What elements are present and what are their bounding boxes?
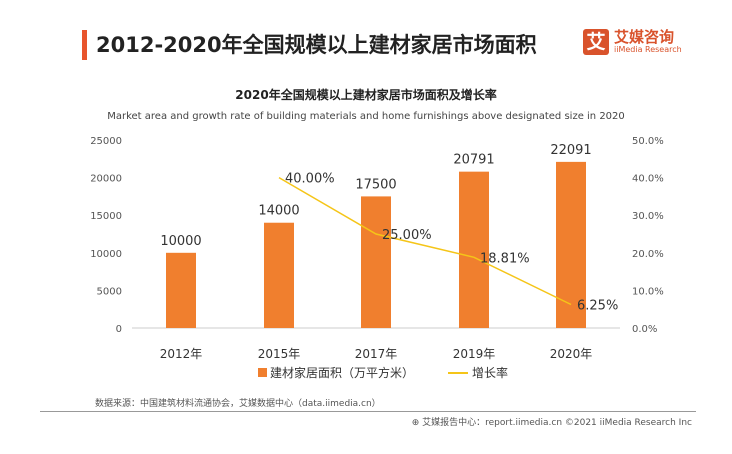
- x-tick-label: 2019年: [453, 347, 496, 361]
- bar-label: 14000: [258, 204, 299, 219]
- page-title: 2012-2020年全国规模以上建材家居市场面积: [96, 33, 537, 57]
- bar-label: 22091: [550, 143, 591, 158]
- bar: [361, 196, 391, 328]
- bar-label: 17500: [355, 177, 396, 192]
- logo-mark: 艾: [583, 29, 609, 55]
- line-label: 40.00%: [285, 172, 335, 187]
- footer-divider: [40, 411, 696, 412]
- line-label: 18.81%: [480, 251, 530, 266]
- iimedia-logo: 艾 艾媒咨询 iiMedia Research: [583, 29, 682, 55]
- chart-subtitle: Market area and growth rate of building …: [107, 111, 625, 122]
- legend-line-label: 增长率: [472, 365, 508, 380]
- logo-cn: 艾媒咨询: [614, 28, 675, 46]
- bar-label: 20791: [453, 153, 494, 168]
- x-tick-label: 2015年: [258, 347, 301, 361]
- y-left-tick: 15000: [90, 211, 122, 222]
- line-label: 6.25%: [577, 299, 618, 314]
- copyright-text: 艾媒报告中心：report.iimedia.cn ©2021 iiMedia R…: [422, 418, 692, 428]
- title-accent-bar: [82, 30, 87, 60]
- bar: [459, 171, 489, 328]
- y-left-tick: 25000: [90, 136, 122, 147]
- bar: [166, 252, 196, 328]
- y-right-tick: 30.0%: [632, 211, 664, 222]
- data-source: 数据来源：中国建筑材料流通协会，艾媒数据中心（data.iimedia.cn）: [95, 399, 381, 409]
- y-right-tick: 50.0%: [632, 136, 664, 147]
- y-right-tick: 40.0%: [632, 174, 664, 185]
- legend-bar-swatch: [258, 368, 267, 377]
- bar-label: 10000: [160, 234, 201, 249]
- y-right-tick: 20.0%: [632, 249, 664, 260]
- x-tick-label: 2017年: [355, 347, 398, 361]
- y-left-tick: 10000: [90, 249, 122, 260]
- y-left-tick: 0: [116, 324, 122, 335]
- logo-en: iiMedia Research: [614, 45, 682, 54]
- line-label: 25.00%: [382, 228, 432, 243]
- report-icon: ⊕: [411, 418, 423, 428]
- y-left-tick: 20000: [90, 174, 122, 185]
- x-tick-label: 2012年: [160, 347, 203, 361]
- bar: [264, 222, 294, 328]
- footer-copyright: ⊕ 艾媒报告中心：report.iimedia.cn ©2021 iiMedia…: [412, 415, 692, 428]
- legend-bar-label: 建材家居面积（万平方米）: [270, 365, 414, 380]
- x-tick-label: 2020年: [550, 347, 593, 361]
- growth-line: [278, 176, 572, 306]
- chart-title: 2020年全国规模以上建材家居市场面积及增长率: [235, 87, 496, 102]
- y-right-tick: 10.0%: [632, 286, 664, 297]
- y-right-tick: 0.0%: [632, 324, 657, 335]
- y-left-tick: 5000: [97, 286, 122, 297]
